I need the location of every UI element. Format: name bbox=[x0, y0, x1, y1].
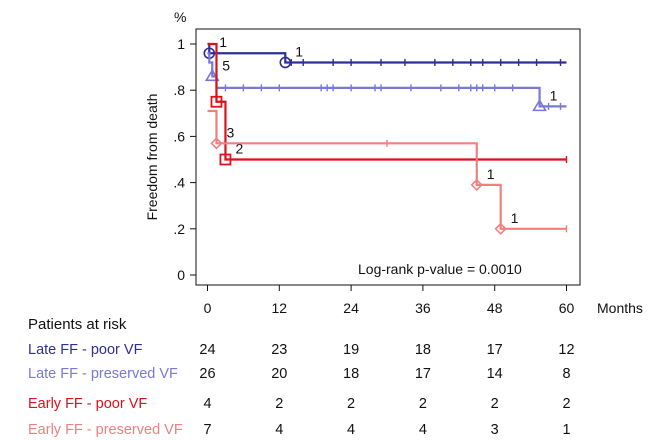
log-rank-annotation: Log-rank p-value = 0.0010 bbox=[358, 261, 522, 277]
risk-count-cell: 23 bbox=[271, 342, 288, 358]
risk-count-cell: 8 bbox=[562, 366, 571, 382]
risk-row-label: Late FF - preserved VF bbox=[28, 366, 178, 382]
risk-count-cell: 3 bbox=[490, 422, 499, 438]
risk-count-cell: 2 bbox=[418, 396, 427, 412]
x-tick-label: 36 bbox=[415, 300, 431, 316]
event-marker bbox=[494, 222, 507, 235]
event-count-label: 5 bbox=[222, 57, 230, 73]
risk-count-cell: 24 bbox=[199, 342, 216, 358]
x-tick-label: 48 bbox=[487, 300, 503, 316]
risk-row-label: Late FF - poor VF bbox=[28, 342, 143, 358]
risk-count-cell: 2 bbox=[347, 396, 356, 412]
y-axis-label: Freedom from death bbox=[144, 94, 160, 221]
event-marker bbox=[532, 98, 547, 112]
x-tick-label: 0 bbox=[204, 300, 212, 316]
event-count-label: 1 bbox=[487, 166, 495, 182]
x-tick-label: 24 bbox=[343, 300, 359, 316]
risk-count-cell: 19 bbox=[343, 342, 360, 358]
risk-row-label: Early FF - poor VF bbox=[28, 396, 148, 412]
event-marker bbox=[219, 153, 232, 166]
risk-count-cell: 7 bbox=[203, 422, 212, 438]
y-axis-unit: % bbox=[174, 9, 186, 25]
risk-count-cell: 2 bbox=[562, 396, 571, 412]
y-tick-label: .2 bbox=[173, 221, 185, 237]
risk-count-cell: 14 bbox=[486, 366, 503, 382]
event-marker bbox=[204, 68, 220, 82]
risk-count-cell: 4 bbox=[418, 422, 427, 438]
risk-count-cell: 2 bbox=[490, 396, 499, 412]
event-marker bbox=[279, 56, 292, 69]
risk-count-cell: 17 bbox=[486, 342, 503, 358]
event-marker bbox=[210, 95, 223, 108]
risk-count-cell: 18 bbox=[414, 342, 431, 358]
risk-count-cell: 20 bbox=[271, 366, 288, 382]
risk-count-cell: 18 bbox=[343, 366, 360, 382]
risk-count-cell: 12 bbox=[558, 342, 575, 358]
event-count-label: 1 bbox=[219, 34, 227, 50]
x-tick-label: 12 bbox=[272, 300, 288, 316]
event-marker bbox=[470, 178, 483, 192]
event-count-label: 1 bbox=[511, 210, 519, 226]
y-tick-label: 0 bbox=[177, 267, 185, 283]
series-line bbox=[207, 109, 567, 230]
risk-count-cell: 4 bbox=[203, 396, 212, 412]
x-tick-label: 60 bbox=[559, 300, 575, 316]
y-tick-label: .6 bbox=[173, 128, 185, 144]
x-axis-unit: Months bbox=[597, 300, 643, 316]
risk-count-cell: 4 bbox=[347, 422, 356, 438]
event-count-label: 1 bbox=[295, 43, 303, 59]
plot-frame bbox=[195, 28, 581, 286]
risk-count-cell: 2 bbox=[275, 396, 284, 412]
series-line bbox=[207, 52, 567, 108]
event-count-label: 1 bbox=[550, 87, 558, 103]
risk-count-cell: 1 bbox=[562, 422, 571, 438]
series-line bbox=[207, 42, 567, 64]
y-tick-label: .8 bbox=[173, 82, 185, 98]
risk-table-title: Patients at risk bbox=[28, 316, 127, 333]
risk-count-cell: 4 bbox=[275, 422, 284, 438]
y-tick-label: 1 bbox=[177, 36, 185, 52]
risk-count-cell: 17 bbox=[414, 366, 431, 382]
risk-row-label: Early FF - preserved VF bbox=[28, 422, 183, 438]
event-count-label: 3 bbox=[226, 124, 234, 140]
risk-count-cell: 26 bbox=[199, 366, 216, 382]
y-tick-label: .4 bbox=[173, 175, 185, 191]
event-count-label: 2 bbox=[235, 141, 243, 157]
event-marker bbox=[210, 137, 223, 150]
